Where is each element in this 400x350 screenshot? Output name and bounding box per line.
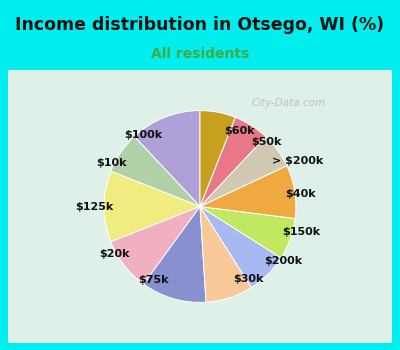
Text: City-Data.com: City-Data.com: [251, 98, 325, 108]
Wedge shape: [104, 171, 200, 242]
Wedge shape: [200, 111, 235, 206]
Text: $60k: $60k: [224, 126, 254, 136]
Wedge shape: [111, 136, 200, 206]
Text: $200k: $200k: [264, 256, 302, 266]
Wedge shape: [111, 206, 200, 284]
Text: All residents: All residents: [151, 47, 249, 61]
Wedge shape: [134, 111, 200, 206]
Text: > $200k: > $200k: [272, 156, 323, 166]
Text: $20k: $20k: [99, 248, 130, 259]
Text: $150k: $150k: [282, 228, 320, 238]
Text: $30k: $30k: [233, 274, 264, 285]
Wedge shape: [200, 136, 287, 206]
Wedge shape: [144, 206, 206, 302]
Wedge shape: [200, 206, 281, 287]
Wedge shape: [200, 117, 266, 206]
Text: Income distribution in Otsego, WI (%): Income distribution in Otsego, WI (%): [16, 15, 384, 34]
Text: $125k: $125k: [76, 202, 114, 211]
Text: $50k: $50k: [251, 137, 281, 147]
Text: $40k: $40k: [285, 189, 316, 200]
Text: $10k: $10k: [96, 158, 127, 168]
Text: $75k: $75k: [138, 275, 169, 285]
Wedge shape: [200, 206, 251, 302]
Text: $100k: $100k: [124, 130, 162, 140]
Wedge shape: [200, 206, 295, 258]
Wedge shape: [200, 166, 296, 218]
